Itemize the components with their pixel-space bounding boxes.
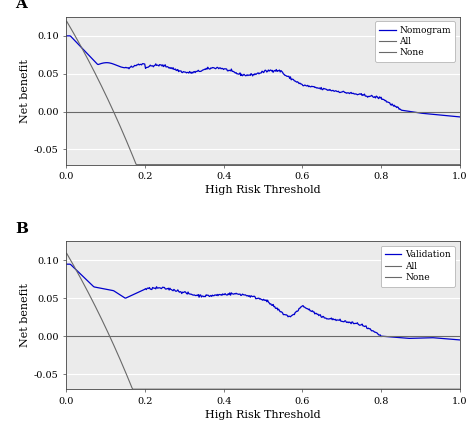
All bbox=[457, 162, 463, 167]
Text: A: A bbox=[15, 0, 27, 11]
All bbox=[448, 387, 454, 392]
All bbox=[387, 387, 392, 392]
None bbox=[447, 109, 453, 114]
All bbox=[254, 387, 259, 392]
None bbox=[276, 334, 282, 339]
All bbox=[254, 162, 259, 167]
Y-axis label: Net benefit: Net benefit bbox=[20, 59, 30, 123]
Nomogram bbox=[64, 33, 70, 38]
Line: All: All bbox=[67, 253, 460, 389]
All bbox=[251, 162, 257, 167]
Line: Nomogram: Nomogram bbox=[67, 36, 460, 117]
All bbox=[130, 387, 136, 392]
Line: Validation: Validation bbox=[67, 264, 460, 340]
None bbox=[386, 109, 392, 114]
Text: B: B bbox=[15, 222, 28, 236]
Validation bbox=[253, 296, 259, 301]
Legend: Nomogram, All, None: Nomogram, All, None bbox=[375, 22, 455, 62]
All bbox=[457, 387, 463, 392]
Nomogram bbox=[447, 113, 453, 118]
All bbox=[277, 387, 283, 392]
Validation bbox=[457, 338, 463, 343]
All bbox=[448, 162, 454, 167]
Nomogram bbox=[457, 114, 463, 119]
None bbox=[457, 334, 463, 339]
Validation bbox=[298, 305, 303, 310]
All bbox=[64, 251, 70, 256]
All bbox=[387, 162, 392, 167]
X-axis label: High Risk Threshold: High Risk Threshold bbox=[205, 410, 321, 420]
None bbox=[447, 334, 453, 339]
Line: All: All bbox=[67, 22, 460, 165]
Validation bbox=[251, 294, 256, 299]
None bbox=[251, 334, 256, 339]
All bbox=[299, 162, 304, 167]
Validation bbox=[386, 334, 392, 339]
None bbox=[253, 334, 259, 339]
Validation bbox=[276, 308, 282, 313]
None bbox=[64, 334, 70, 339]
Nomogram bbox=[298, 81, 303, 86]
All bbox=[134, 162, 140, 167]
None bbox=[251, 109, 256, 114]
Nomogram bbox=[386, 100, 392, 105]
All bbox=[277, 162, 283, 167]
All bbox=[64, 19, 70, 24]
Nomogram bbox=[276, 68, 282, 73]
None bbox=[457, 109, 463, 114]
Nomogram bbox=[251, 72, 256, 77]
Y-axis label: Net benefit: Net benefit bbox=[20, 283, 30, 347]
Validation bbox=[447, 337, 453, 342]
None bbox=[386, 334, 392, 339]
Validation bbox=[64, 262, 70, 267]
All bbox=[299, 387, 304, 392]
X-axis label: High Risk Threshold: High Risk Threshold bbox=[205, 185, 321, 195]
Nomogram bbox=[253, 72, 259, 77]
Legend: Validation, All, None: Validation, All, None bbox=[381, 246, 455, 286]
None bbox=[253, 109, 259, 114]
None bbox=[64, 109, 70, 114]
All bbox=[251, 387, 257, 392]
None bbox=[298, 334, 303, 339]
None bbox=[298, 109, 303, 114]
None bbox=[276, 109, 282, 114]
